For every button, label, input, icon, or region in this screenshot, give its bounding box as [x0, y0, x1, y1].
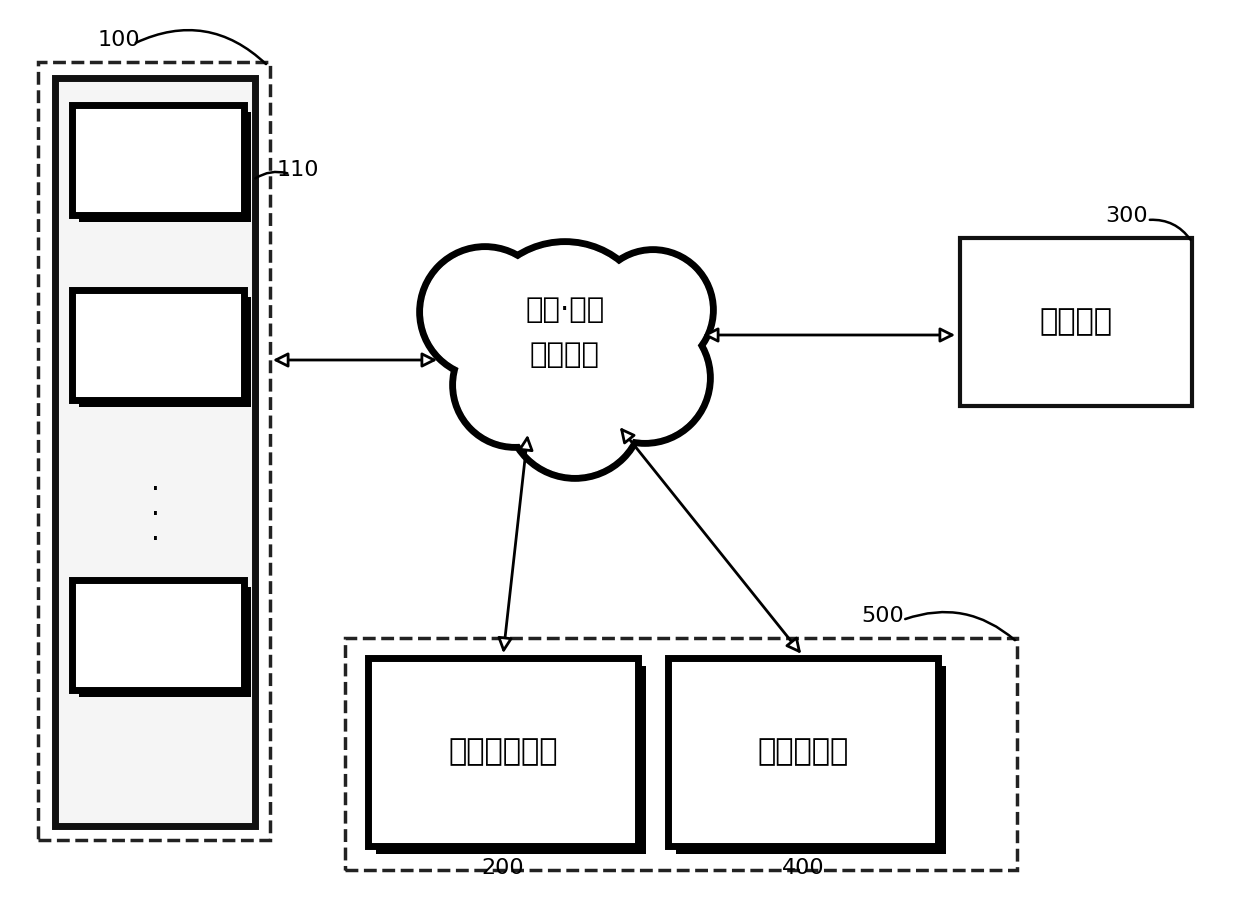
Text: 300: 300	[1105, 206, 1149, 226]
Bar	[72, 580, 244, 690]
Text: 200: 200	[482, 858, 524, 878]
Bar	[368, 658, 638, 846]
Circle shape	[580, 313, 710, 443]
Text: 110: 110	[276, 160, 320, 180]
Bar	[72, 290, 244, 400]
Text: 控制服务器: 控制服务器	[757, 737, 849, 767]
Bar	[79, 587, 252, 697]
Text: 500: 500	[861, 606, 904, 626]
Bar	[375, 666, 646, 854]
FancyArrowPatch shape	[499, 438, 532, 650]
Bar	[38, 62, 270, 840]
FancyArrowPatch shape	[622, 430, 799, 652]
Text: 100: 100	[98, 30, 140, 50]
Text: ·: ·	[151, 476, 160, 504]
Text: 有线·无线: 有线·无线	[525, 296, 605, 324]
Circle shape	[597, 253, 709, 366]
Circle shape	[457, 327, 574, 443]
FancyArrowPatch shape	[276, 353, 434, 366]
Bar	[79, 112, 252, 222]
Text: 通信网络: 通信网络	[530, 341, 600, 369]
Circle shape	[593, 250, 712, 370]
Circle shape	[420, 247, 550, 377]
Bar	[960, 238, 1192, 406]
Bar	[79, 297, 252, 407]
Text: ·: ·	[151, 526, 160, 554]
Bar	[676, 666, 947, 854]
Text: 信号处理模块: 信号处理模块	[449, 737, 558, 767]
Text: ·: ·	[151, 501, 160, 529]
Circle shape	[510, 346, 639, 475]
Circle shape	[453, 323, 577, 447]
Bar	[668, 658, 938, 846]
Text: 400: 400	[782, 858, 824, 878]
Bar	[344, 638, 1017, 870]
FancyArrowPatch shape	[706, 329, 952, 341]
Circle shape	[424, 251, 546, 374]
Bar	[55, 78, 255, 826]
Circle shape	[481, 246, 649, 414]
Circle shape	[507, 342, 643, 478]
Circle shape	[584, 317, 706, 439]
Circle shape	[477, 242, 653, 418]
Text: 监控模块: 监控模块	[1040, 308, 1113, 337]
Bar	[72, 105, 244, 215]
